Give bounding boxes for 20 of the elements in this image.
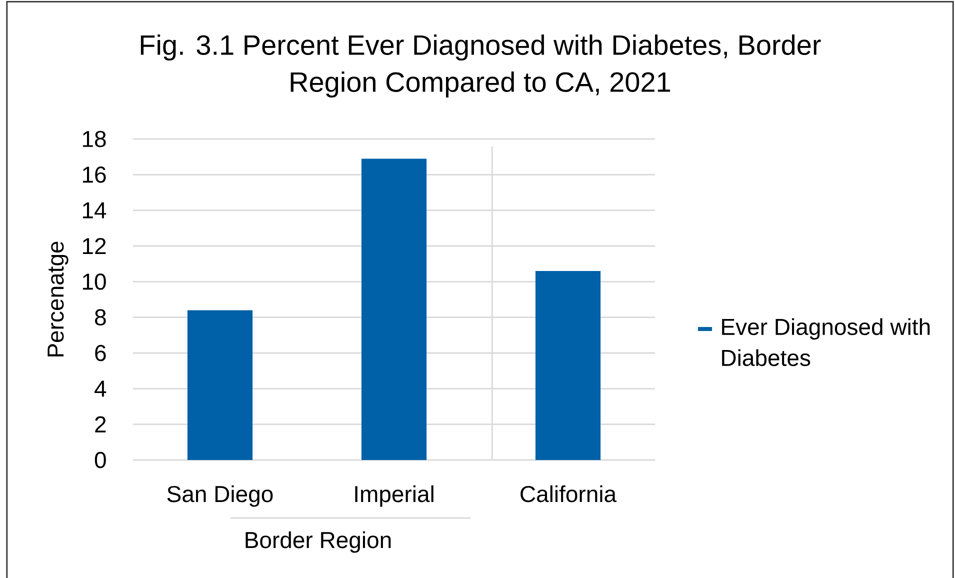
x-tick-label: Imperial [355,485,434,507]
bar [535,270,601,460]
y-tick-label: 2 [95,416,106,432]
x-tick-label: San Diego [167,485,273,507]
y-tick-label: 10 [82,274,106,290]
bar [187,310,253,460]
y-tick-label: 16 [82,166,106,183]
y-tick-label: 14 [82,202,106,218]
y-tick-label: 0 [94,452,106,468]
y-tick-label: 18 [82,130,106,148]
y-tick-label: 8 [95,309,106,326]
text: Border Region [246,531,391,553]
bar [361,158,427,460]
x-tick-label: California [520,485,617,502]
y-axis-title: Percenatge [48,242,68,356]
legend-label: Ever Diagnosed with Diabetes [722,318,930,366]
y-tick-label: 4 [94,380,106,397]
y-tick-label: 6 [95,344,106,362]
y-tick-label: 12 [82,238,106,254]
chart-title: Fig. 3.1 Percent Ever Diagnosed with Diabetes, Border Region Compared to CA, 2021 [140,34,821,98]
